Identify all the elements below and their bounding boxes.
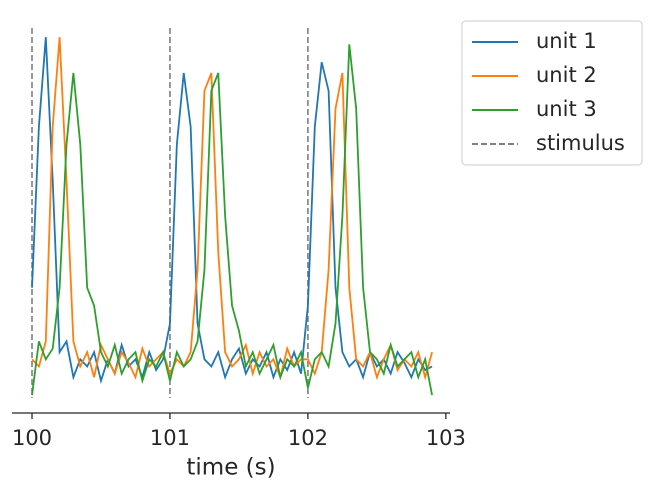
x-tick-label: 103 [426, 426, 466, 450]
legend-label: unit 3 [536, 97, 597, 121]
legend-label: unit 1 [536, 29, 597, 53]
legend [461, 20, 643, 166]
x-tick-label: 101 [150, 426, 190, 450]
legend-label: stimulus [536, 131, 625, 155]
series-line [31, 44, 433, 396]
series-line [31, 37, 433, 381]
x-tick-label: 102 [288, 426, 328, 450]
x-axis-label: time (s) [186, 455, 275, 481]
x-tick-label: 100 [12, 426, 52, 450]
series-line [31, 37, 433, 385]
legend-label: unit 2 [536, 63, 597, 87]
